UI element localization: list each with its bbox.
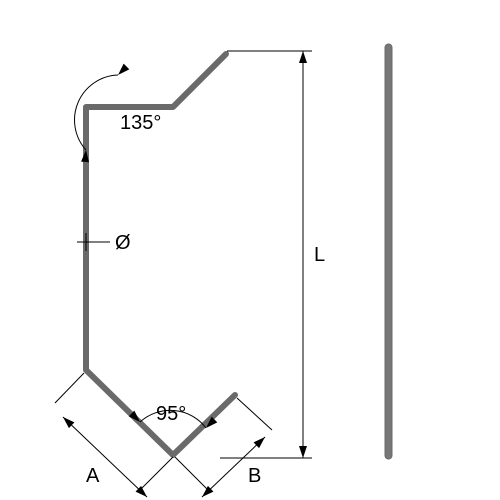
dim-a	[63, 417, 147, 497]
diagram-stage: 135° 95° Ø L A B	[0, 0, 500, 500]
diagram-svg	[0, 0, 500, 500]
angle-bottom-label: 95°	[156, 403, 186, 426]
dim-b-label: B	[248, 465, 261, 488]
tine-side-view	[385, 44, 392, 459]
angle-135-arc	[75, 75, 118, 150]
diameter-label: Ø	[115, 232, 131, 255]
angle-top-label: 135°	[120, 112, 161, 135]
dim-a-label: A	[86, 465, 99, 488]
length-label: L	[314, 244, 325, 267]
